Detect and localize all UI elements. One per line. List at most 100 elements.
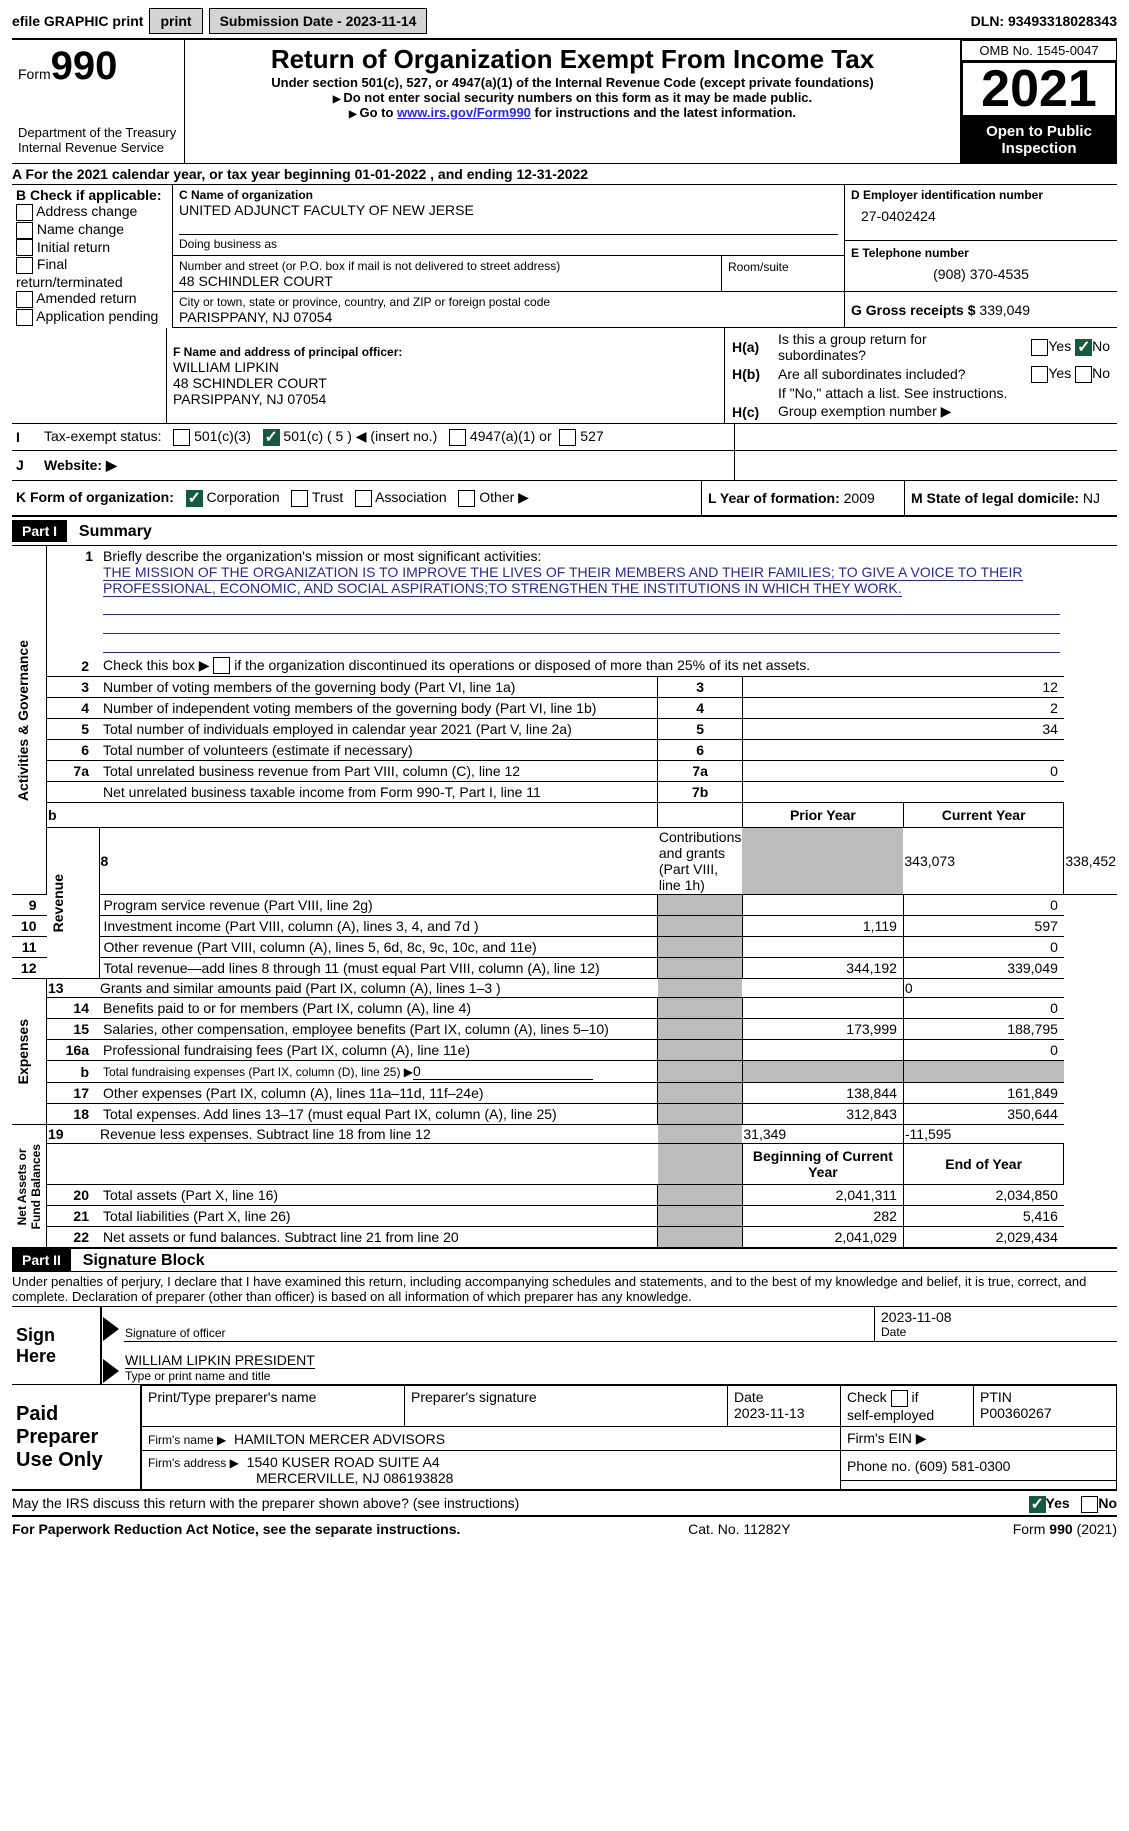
line15-text: Salaries, other compensation, employee b… xyxy=(99,1019,658,1040)
line22-py: 2,041,029 xyxy=(742,1227,903,1249)
checkbox-trust[interactable] xyxy=(291,490,308,507)
cat-no: Cat. No. 11282Y xyxy=(688,1521,790,1537)
firm-name: HAMILTON MERCER ADVISORS xyxy=(234,1431,445,1447)
tax-year: 2021 xyxy=(961,61,1117,117)
line8-py: 343,073 xyxy=(903,828,1064,895)
line9-cy: 0 xyxy=(903,895,1064,916)
form-designator: Form990 xyxy=(18,44,178,89)
part-i-title: Summary xyxy=(71,523,152,540)
discuss-question: May the IRS discuss this return with the… xyxy=(12,1495,519,1511)
checkbox-hb-no[interactable] xyxy=(1075,366,1092,383)
omb-number: OMB No. 1545-0047 xyxy=(961,40,1117,61)
line21-cy: 5,416 xyxy=(903,1206,1064,1227)
line-i-letter: I xyxy=(12,424,40,450)
sign-arrow-icon xyxy=(103,1317,119,1341)
h-a-label: H(a) xyxy=(731,330,777,364)
line11-cy: 0 xyxy=(903,937,1064,958)
line17-py: 138,844 xyxy=(742,1083,903,1104)
line20-text: Total assets (Part X, line 16) xyxy=(99,1185,658,1206)
checkbox-initial-return[interactable] xyxy=(16,239,33,256)
dln-label: DLN: 93493318028343 xyxy=(971,13,1117,29)
phone-value: (908) 370-4535 xyxy=(851,260,1111,288)
checkbox-name-change[interactable] xyxy=(16,222,33,239)
checkbox-final-return[interactable] xyxy=(16,257,33,274)
line19-text: Revenue less expenses. Subtract line 18 … xyxy=(99,1125,658,1144)
checkbox-application-pending[interactable] xyxy=(16,309,33,326)
checkbox-4947[interactable] xyxy=(449,429,466,446)
section-exp-tab: Expenses xyxy=(13,1015,33,1088)
street-value: 48 SCHINDLER COURT xyxy=(179,273,715,289)
line16a-text: Professional fundraising fees (Part IX, … xyxy=(99,1040,658,1061)
line15-cy: 188,795 xyxy=(903,1019,1064,1040)
h-a-question: Is this a group return for subordinates? xyxy=(777,330,999,364)
room-suite-label: Room/suite xyxy=(728,260,789,274)
line4-value: 2 xyxy=(742,698,1064,719)
line14-text: Benefits paid to or for members (Part IX… xyxy=(99,998,658,1019)
section-rev-tab: Revenue xyxy=(48,870,68,936)
line-j-letter: J xyxy=(12,450,40,480)
line7a-text: Total unrelated business revenue from Pa… xyxy=(99,761,658,782)
line19-cy: -11,595 xyxy=(903,1125,1064,1144)
line16b-text: Total fundraising expenses (Part IX, col… xyxy=(103,1065,413,1079)
line22-cy: 2,029,434 xyxy=(903,1227,1064,1249)
line16b-value: 0 xyxy=(413,1063,593,1080)
part-ii-bar: Part II xyxy=(12,1249,71,1271)
checkbox-501c3[interactable] xyxy=(173,429,190,446)
checkbox-association[interactable] xyxy=(355,490,372,507)
sign-here-label: Sign Here xyxy=(16,1325,96,1367)
line12-text: Total revenue—add lines 8 through 11 (mu… xyxy=(99,958,658,979)
checkbox-corporation[interactable] xyxy=(186,490,203,507)
checkbox-discontinued[interactable] xyxy=(213,657,230,674)
irs-form990-link[interactable]: www.irs.gov/Form990 xyxy=(397,105,531,120)
instructions-link-line: ▶ Go to www.irs.gov/Form990 for instruct… xyxy=(191,105,954,120)
box-d-ein-label: D Employer identification number xyxy=(851,188,1111,202)
section-net-tab: Net Assets or Fund Balances xyxy=(13,1140,45,1233)
line6-value xyxy=(742,740,1064,761)
domicile-state: NJ xyxy=(1083,490,1100,506)
line10-cy: 597 xyxy=(903,916,1064,937)
line20-py: 2,041,311 xyxy=(742,1185,903,1206)
line19-py: 31,349 xyxy=(742,1125,903,1144)
checkbox-address-change[interactable] xyxy=(16,204,33,221)
tax-exempt-label: Tax-exempt status: xyxy=(44,428,162,444)
line2-text: Check this box ▶ xyxy=(103,657,213,673)
h-b-question: Are all subordinates included? xyxy=(777,364,999,384)
checkbox-hb-yes[interactable] xyxy=(1031,366,1048,383)
line7a-value: 0 xyxy=(742,761,1064,782)
city-label: City or town, state or province, country… xyxy=(179,295,838,309)
checkbox-other[interactable] xyxy=(458,490,475,507)
sig-date-value: 2023-11-08 xyxy=(881,1309,1111,1325)
line22-text: Net assets or fund balances. Subtract li… xyxy=(99,1227,658,1249)
paid-preparer-label: Paid Preparer Use Only xyxy=(16,1403,136,1472)
part-ii-title: Signature Block xyxy=(75,1252,205,1269)
checkbox-501c[interactable] xyxy=(263,429,280,446)
box-c-name-label: C Name of organization xyxy=(179,188,838,202)
efile-graphic-label: efile GRAPHIC print xyxy=(12,13,143,29)
dba-label: Doing business as xyxy=(179,234,838,251)
line5-value: 34 xyxy=(742,719,1064,740)
line-k-label: K Form of organization: xyxy=(16,489,174,505)
checkbox-ha-no[interactable] xyxy=(1075,339,1092,356)
line13-text: Grants and similar amounts paid (Part IX… xyxy=(99,979,658,998)
checkbox-amended-return[interactable] xyxy=(16,291,33,308)
penalties-text: Under penalties of perjury, I declare th… xyxy=(12,1272,1117,1307)
checkbox-ha-yes[interactable] xyxy=(1031,339,1048,356)
checkbox-discuss-yes[interactable] xyxy=(1029,1496,1046,1513)
box-b-label: B Check if applicable: xyxy=(16,187,161,203)
line15-py: 173,999 xyxy=(742,1019,903,1040)
line21-text: Total liabilities (Part X, line 26) xyxy=(99,1206,658,1227)
section-ag-tab: Activities & Governance xyxy=(13,636,33,805)
checkbox-self-employed[interactable] xyxy=(891,1390,908,1407)
tax-period-line: A For the 2021 calendar year, or tax yea… xyxy=(12,164,1117,185)
checkbox-discuss-no[interactable] xyxy=(1081,1496,1098,1513)
prep-date-value: 2023-11-13 xyxy=(734,1405,805,1421)
city-value: PARISPPANY, NJ 07054 xyxy=(179,309,838,325)
line17-cy: 161,849 xyxy=(903,1083,1064,1104)
mission-text: THE MISSION OF THE ORGANIZATION IS TO IM… xyxy=(103,564,1023,597)
preparer-name-label: Print/Type preparer's name xyxy=(141,1386,405,1427)
print-button[interactable]: print xyxy=(149,8,202,34)
line13-cy: 0 xyxy=(903,979,1064,998)
submission-date-button[interactable]: Submission Date - 2023-11-14 xyxy=(209,8,428,34)
ptin-value: P00360267 xyxy=(980,1405,1052,1421)
checkbox-527[interactable] xyxy=(559,429,576,446)
